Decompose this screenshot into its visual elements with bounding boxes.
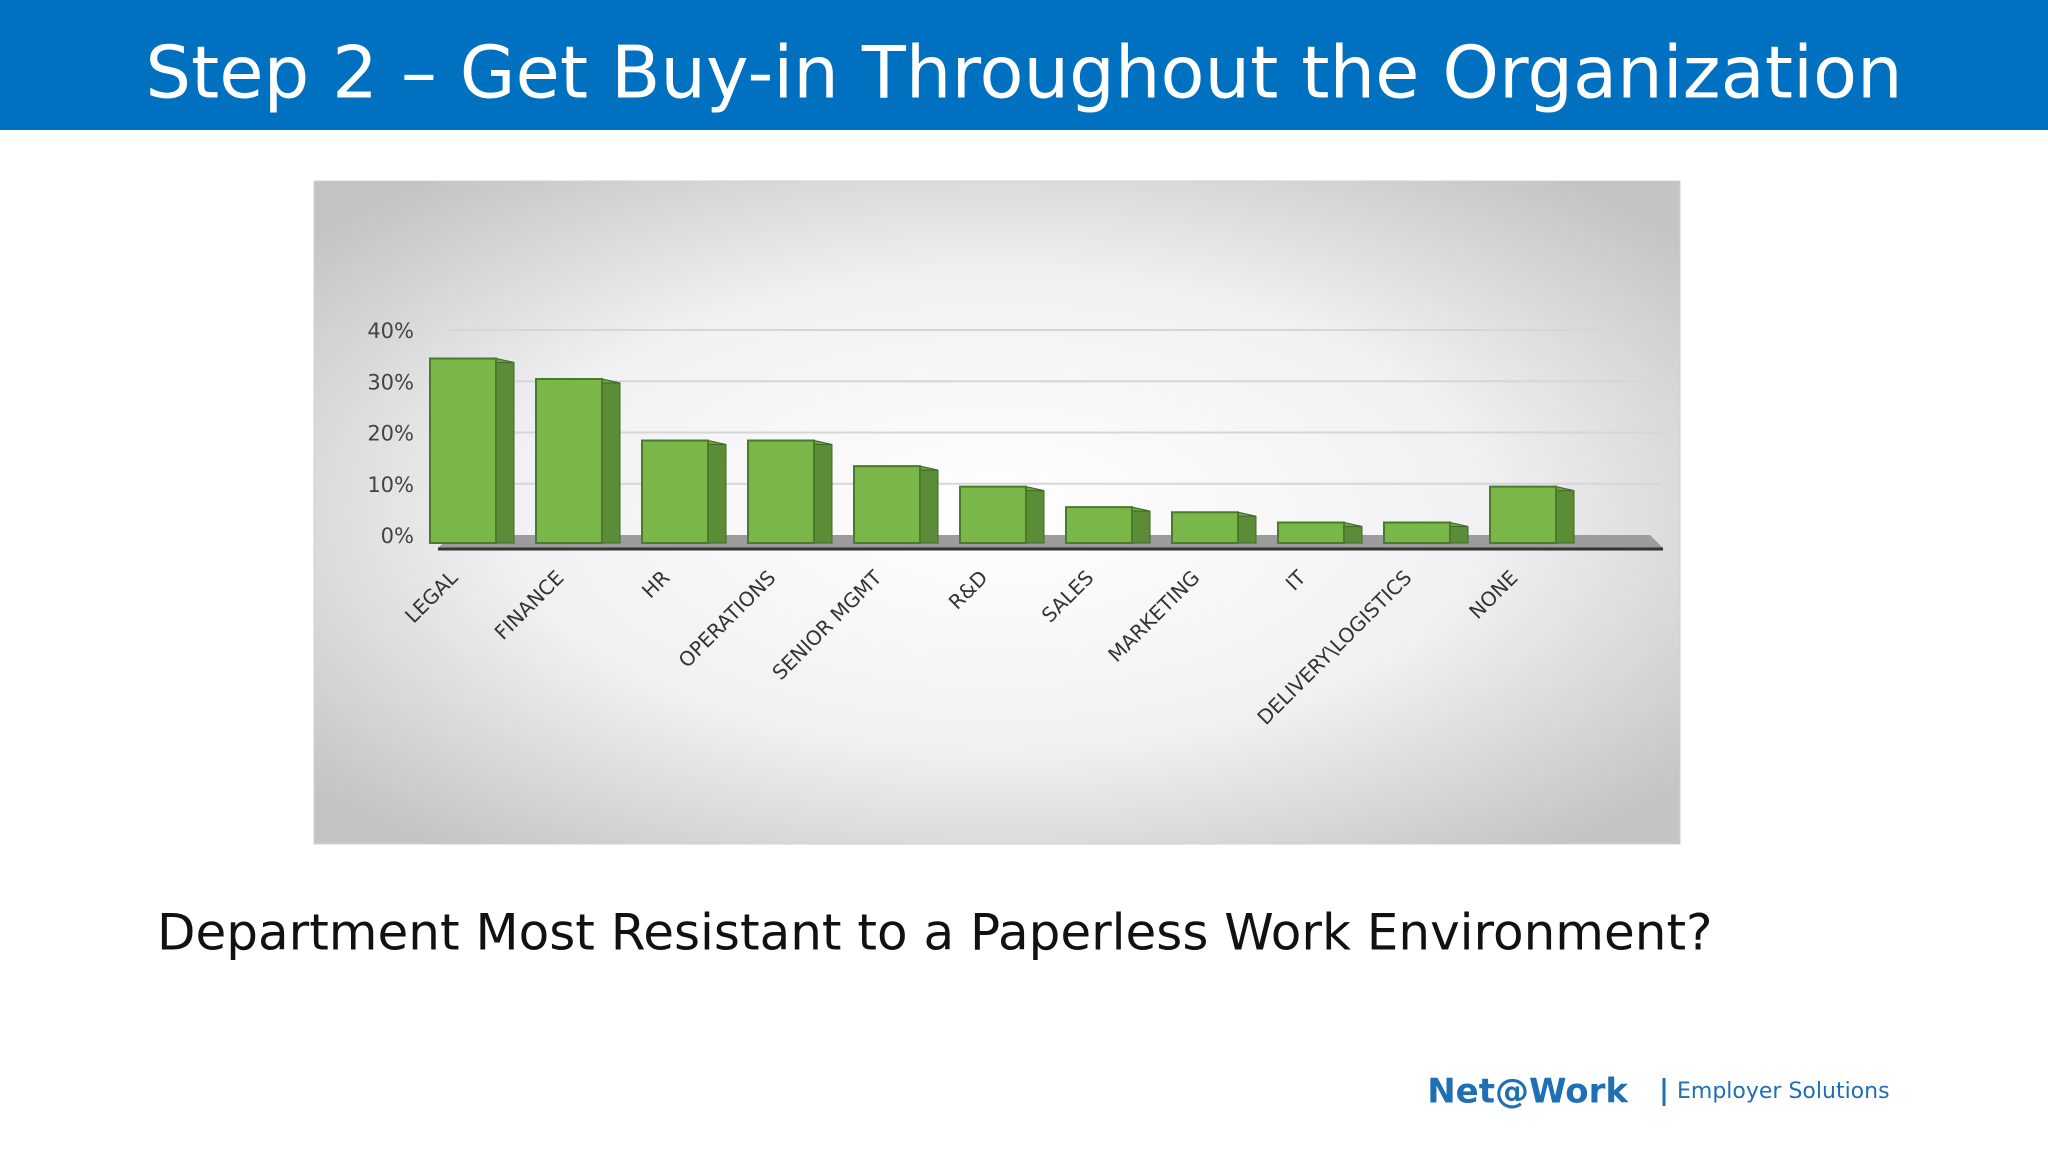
tagline: Employer Solutions bbox=[1677, 1079, 1890, 1104]
bar-side bbox=[1025, 486, 1045, 544]
caption: Department Most Resistant to a Paperless… bbox=[157, 904, 1713, 962]
logo: Net@Work bbox=[1427, 1072, 1629, 1112]
chart-floor bbox=[438, 535, 1663, 548]
bar bbox=[429, 357, 497, 544]
bar-side bbox=[1131, 506, 1151, 544]
slide-title: Step 2 – Get Buy-in Throughout the Organ… bbox=[145, 31, 1902, 115]
bar-side bbox=[919, 465, 939, 544]
y-tick-label: 30% bbox=[367, 370, 414, 394]
y-tick-label: 10% bbox=[367, 473, 414, 497]
bar-side bbox=[707, 439, 727, 544]
bar-side bbox=[601, 378, 621, 544]
bar-side bbox=[813, 439, 833, 544]
bar-side bbox=[1555, 486, 1575, 544]
bar bbox=[853, 465, 921, 544]
bar bbox=[535, 378, 603, 544]
bar bbox=[747, 439, 815, 544]
bar bbox=[1171, 511, 1239, 544]
header-band bbox=[0, 0, 2048, 130]
bar-side bbox=[1237, 511, 1257, 544]
y-tick-label: 20% bbox=[367, 422, 414, 446]
bar bbox=[1489, 485, 1557, 544]
bar bbox=[1277, 521, 1345, 544]
bar bbox=[1383, 521, 1451, 544]
bar-side bbox=[495, 357, 515, 544]
bar bbox=[641, 439, 709, 544]
bar bbox=[1065, 506, 1133, 544]
y-tick-label: 0% bbox=[381, 524, 414, 548]
y-tick-label: 40% bbox=[367, 319, 414, 343]
bar bbox=[959, 485, 1027, 544]
